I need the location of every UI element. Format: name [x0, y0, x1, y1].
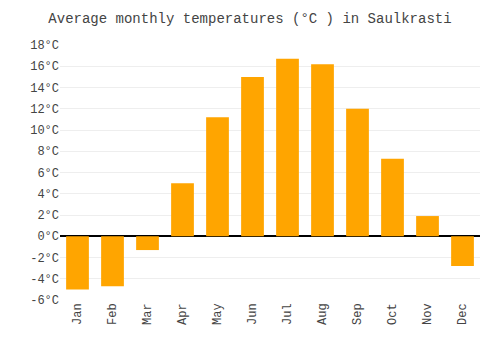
- svg-text:Jul: Jul: [281, 303, 295, 325]
- svg-text:Average monthly temperatures (: Average monthly temperatures (°C ) in Sa…: [48, 11, 451, 27]
- svg-text:4°C: 4°C: [37, 188, 59, 202]
- svg-text:0°C: 0°C: [37, 230, 59, 244]
- svg-text:Feb: Feb: [106, 303, 120, 325]
- svg-text:May: May: [211, 303, 225, 325]
- svg-text:Jan: Jan: [71, 303, 85, 325]
- svg-text:Sep: Sep: [351, 303, 365, 325]
- svg-text:Apr: Apr: [176, 303, 190, 325]
- svg-text:Nov: Nov: [421, 303, 435, 325]
- svg-text:2°C: 2°C: [37, 209, 59, 223]
- svg-text:10°C: 10°C: [30, 124, 59, 138]
- svg-text:Jun: Jun: [246, 303, 260, 325]
- svg-text:14°C: 14°C: [30, 82, 59, 96]
- svg-text:6°C: 6°C: [37, 167, 59, 181]
- svg-text:12°C: 12°C: [30, 103, 59, 117]
- svg-text:8°C: 8°C: [37, 145, 59, 159]
- svg-text:18°C: 18°C: [30, 39, 59, 53]
- svg-text:16°C: 16°C: [30, 60, 59, 74]
- svg-text:Oct: Oct: [386, 303, 400, 325]
- svg-text:Dec: Dec: [456, 303, 470, 325]
- svg-text:-6°C: -6°C: [30, 294, 59, 308]
- svg-text:Aug: Aug: [316, 303, 330, 325]
- svg-text:-2°C: -2°C: [30, 252, 59, 266]
- svg-text:-4°C: -4°C: [30, 273, 59, 287]
- svg-text:Mar: Mar: [141, 303, 155, 325]
